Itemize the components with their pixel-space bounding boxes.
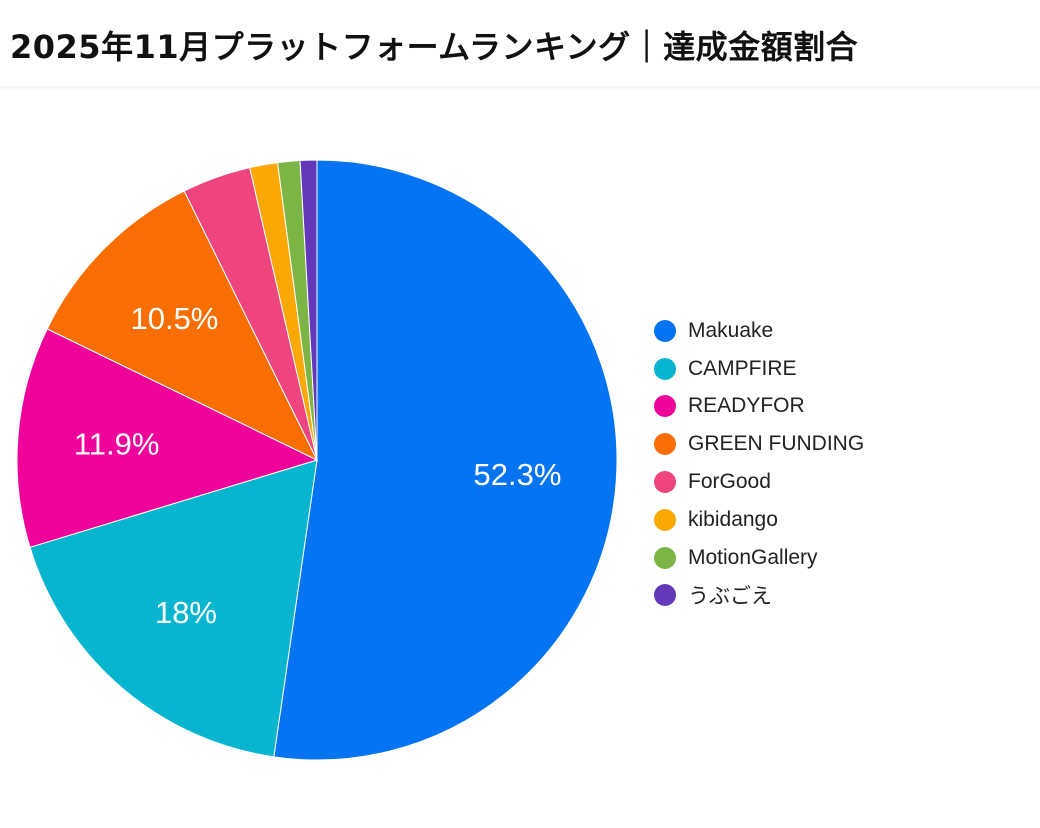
legend-swatch-1 <box>654 357 676 380</box>
legend-swatch-3 <box>654 433 676 456</box>
pie-slice-0 <box>273 159 618 761</box>
legend-label-1: CAMPFIRE <box>688 356 797 380</box>
slice-data-label-1: 18% <box>155 595 217 630</box>
pie-slice-1 <box>29 459 318 758</box>
legend-item-5[interactable]: kibidango <box>654 501 864 539</box>
legend-swatch-0 <box>654 319 676 342</box>
chart-title: 2025年11月プラットフォームランキング｜達成金額割合 <box>10 28 859 66</box>
legend-label-7: うぶごえ <box>688 585 772 609</box>
legend-swatch-7 <box>654 584 676 607</box>
pie-slice-3 <box>46 190 319 462</box>
legend-swatch-5 <box>654 508 676 531</box>
legend-label-6: MotionGallery <box>688 545 818 569</box>
legend-item-4[interactable]: ForGood <box>654 463 864 501</box>
legend-label-2: READYFOR <box>688 394 805 418</box>
legend-item-0[interactable]: Makuake <box>654 312 864 350</box>
slice-data-label-0: 52.3% <box>474 457 562 492</box>
legend-label-0: Makuake <box>688 318 774 342</box>
legend-swatch-4 <box>654 471 676 494</box>
legend-label-3: GREEN FUNDING <box>688 432 865 456</box>
legend-item-7[interactable]: うぶごえ <box>654 577 864 615</box>
legend-item-6[interactable]: MotionGallery <box>654 539 864 577</box>
legend-item-1[interactable]: CAMPFIRE <box>654 350 864 388</box>
chart-legend: Makuake CAMPFIRE READYFOR GREEN FUNDING ForG… <box>654 312 864 614</box>
legend-swatch-6 <box>654 546 676 569</box>
legend-label-4: ForGood <box>688 470 771 494</box>
legend-swatch-2 <box>654 395 676 418</box>
legend-item-3[interactable]: GREEN FUNDING <box>654 425 864 463</box>
slice-data-label-3: 10.5% <box>130 301 218 336</box>
pie-slice-2 <box>16 328 319 548</box>
slice-data-label-2: 11.9% <box>74 427 160 462</box>
pie-slice-7 <box>299 159 318 461</box>
title-divider <box>0 86 1040 92</box>
legend-item-2[interactable]: READYFOR <box>654 388 864 426</box>
legend-label-5: kibidango <box>688 507 778 531</box>
